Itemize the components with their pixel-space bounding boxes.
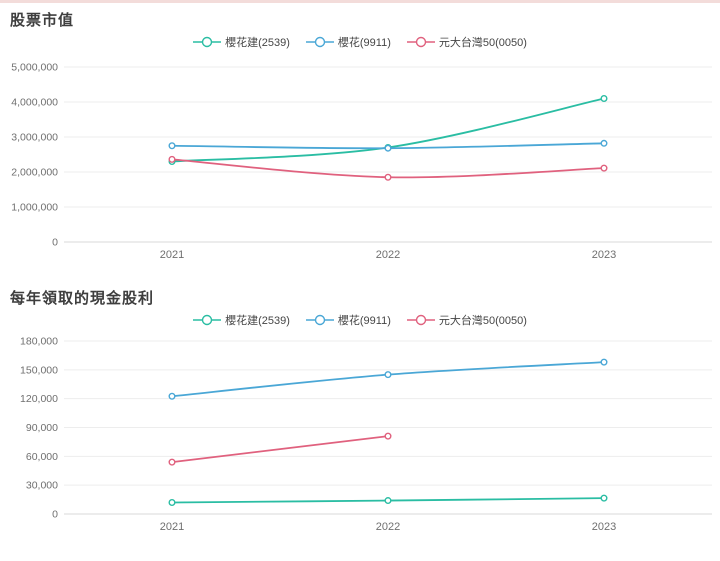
legend-label: 櫻花建(2539) — [225, 315, 290, 327]
legend-line-marker-icon — [193, 314, 222, 326]
legend-line-marker-icon — [305, 36, 334, 48]
x-axis-label: 2022 — [376, 521, 400, 533]
series-line — [171, 97, 605, 163]
data-point[interactable] — [600, 139, 608, 147]
legend-item[interactable]: 櫻花建(2539) — [193, 312, 290, 328]
data-point[interactable] — [168, 458, 176, 466]
legend-label: 櫻花(9911) — [337, 315, 391, 327]
y-axis-tick-label: 5,000,000 — [11, 62, 58, 74]
legend-item[interactable]: 櫻花(9911) — [305, 34, 391, 50]
x-axis-label: 2022 — [376, 249, 400, 261]
series-line — [171, 361, 605, 398]
series-line — [171, 435, 389, 463]
y-axis-tick-label: 120,000 — [20, 393, 58, 405]
data-point[interactable] — [384, 173, 392, 181]
data-point[interactable] — [384, 432, 392, 440]
y-axis-tick-label: 4,000,000 — [11, 97, 58, 109]
legend-line-marker-icon — [305, 314, 334, 326]
cash-dividend-chart-block: 每年領取的現金股利 櫻花建(2539) 櫻花(9911) 元大台灣50(0050) … — [0, 287, 720, 545]
x-axis-label: 2023 — [592, 521, 616, 533]
x-axis-label: 2023 — [592, 249, 616, 261]
chart-title-cash-dividend: 每年領取的現金股利 — [10, 290, 155, 307]
legend-line-marker-icon — [406, 36, 435, 48]
data-point[interactable] — [384, 144, 392, 152]
legend-line-marker-icon — [193, 36, 222, 48]
y-axis-tick-label: 90,000 — [26, 422, 58, 434]
legend-label: 櫻花建(2539) — [225, 37, 290, 49]
chart-title-market-value: 股票市值 — [10, 12, 75, 29]
data-point[interactable] — [600, 95, 608, 103]
legend-label: 元大台灣50(0050) — [438, 37, 527, 49]
y-axis-tick-label: 0 — [52, 237, 58, 249]
top-accent-bar — [0, 0, 720, 3]
data-point[interactable] — [168, 155, 176, 163]
y-axis-tick-label: 180,000 — [20, 336, 58, 348]
data-point[interactable] — [600, 164, 608, 172]
data-point[interactable] — [600, 494, 608, 502]
x-axis-label: 2021 — [160, 249, 184, 261]
legend-label: 元大台灣50(0050) — [438, 315, 527, 327]
y-axis-tick-label: 0 — [52, 509, 58, 521]
cash-dividend-line-chart: 0 30,000 60,000 90,000 120,000 150,000 180,000… — [20, 336, 712, 533]
y-axis-tick-label: 30,000 — [26, 480, 58, 492]
data-point[interactable] — [384, 371, 392, 379]
legend-item[interactable]: 櫻花建(2539) — [193, 34, 290, 50]
data-point[interactable] — [600, 358, 608, 366]
legend-line-marker-icon — [406, 314, 435, 326]
y-axis-tick-label: 2,000,000 — [11, 167, 58, 179]
data-point[interactable] — [168, 392, 176, 400]
legend-label: 櫻花(9911) — [337, 37, 391, 49]
legend-item[interactable]: 元大台灣50(0050) — [406, 34, 527, 50]
y-axis-tick-label: 60,000 — [26, 451, 58, 463]
legend-item[interactable]: 櫻花(9911) — [305, 312, 391, 328]
chart-legend: 櫻花建(2539) 櫻花(9911) 元大台灣50(0050) — [6, 311, 714, 329]
legend-item[interactable]: 元大台灣50(0050) — [406, 312, 527, 328]
chart-legend: 櫻花建(2539) 櫻花(9911) 元大台灣50(0050) — [6, 33, 714, 51]
data-point[interactable] — [168, 142, 176, 150]
x-axis-label: 2021 — [160, 521, 184, 533]
data-point[interactable] — [384, 497, 392, 505]
y-axis-tick-label: 150,000 — [20, 364, 58, 376]
market-value-line-chart: 0 1,000,000 2,000,000 3,000,000 4,000,000 5,0… — [11, 62, 712, 261]
market-value-chart-block: 股票市值 櫻花建(2539) 櫻花(9911) 元大台灣50(0050) 0 1,00… — [0, 9, 720, 265]
y-axis-tick-label: 1,000,000 — [11, 202, 58, 214]
y-axis-tick-label: 3,000,000 — [11, 132, 58, 144]
data-point[interactable] — [168, 498, 176, 506]
